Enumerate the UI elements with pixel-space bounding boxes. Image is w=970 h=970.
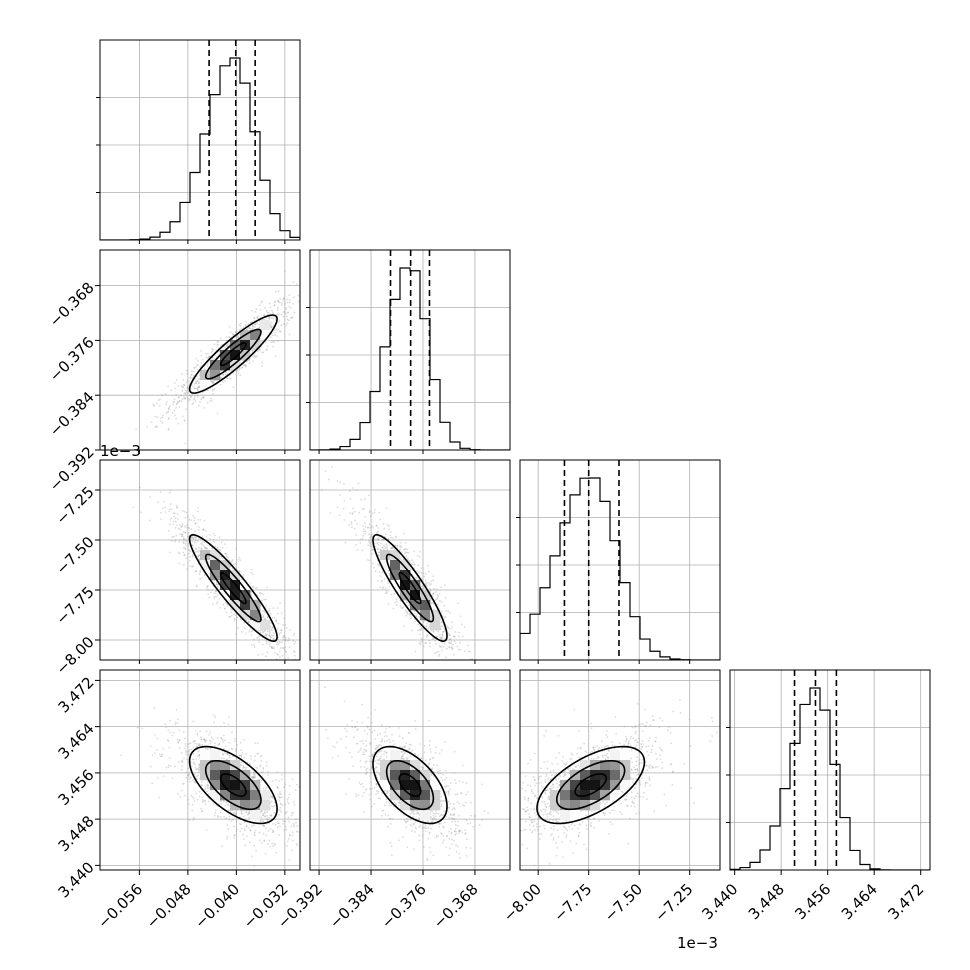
scatter-panel-0-1: −0.392−0.384−0.376−0.368 <box>46 249 301 495</box>
contour-0-3-0 <box>219 773 247 797</box>
panel-frame <box>729 669 931 871</box>
y-tick-label-3-4: 3.472 <box>55 673 98 716</box>
contour-1-2-2 <box>372 534 448 642</box>
y-tick-label-1-2: −0.376 <box>46 333 98 385</box>
x-tick-label-0-2: −0.040 <box>191 880 243 932</box>
y-tick-label-3-2: 3.456 <box>55 766 98 809</box>
panel-frame <box>519 669 721 871</box>
histogram-step-0 <box>100 57 300 240</box>
contour-0-2-0 <box>219 571 247 605</box>
panel-frame <box>309 249 511 451</box>
y-tick-label-2-1: −7.75 <box>52 583 97 628</box>
contour-0-3-1 <box>204 759 262 811</box>
x-tick-label-2-0: −8.00 <box>500 880 545 925</box>
contour-0-1-1 <box>204 328 262 380</box>
x-tick-label-3-2: 3.456 <box>791 880 834 923</box>
x-tick-label-2-3: −7.25 <box>651 880 696 925</box>
scatter-panel-0-2: −8.00−7.75−7.50−7.25 <box>52 459 301 678</box>
x-tick-label-3-4: 3.472 <box>884 880 927 923</box>
grid <box>310 250 510 450</box>
histogram-panel-2 <box>516 459 721 664</box>
histogram-panel-0 <box>96 39 301 244</box>
panel-frame <box>519 459 721 661</box>
scatter-panel-1-2 <box>309 459 511 664</box>
x-tick-label-3-0: 3.440 <box>698 880 741 923</box>
x-tick-label-2-2: −7.50 <box>601 880 646 925</box>
contour-2-3-0 <box>574 773 608 797</box>
contour-0-3-2 <box>188 745 278 825</box>
histogram-panel-3: 3.440 3.448 3.456 3.464 3.472 <box>698 669 931 923</box>
contour-0-1-0 <box>219 342 247 367</box>
x-tick-label-2-1: −7.75 <box>550 880 595 925</box>
y-tick-label-3-0: 3.440 <box>55 858 98 901</box>
histogram-panel-1 <box>306 249 511 454</box>
x-tick-label-3-3: 3.464 <box>838 880 881 923</box>
x-tick-label-0-1: −0.048 <box>143 880 195 932</box>
y-tick-label-1-0: −0.392 <box>46 443 98 495</box>
panel-frame <box>99 249 301 451</box>
y-tick-label-2-2: −7.50 <box>52 533 97 578</box>
contour-1-2-1 <box>385 553 435 623</box>
y-tick-label-2-0: −8.00 <box>52 633 97 678</box>
scatter-panel-1-3: −0.392 −0.384 −0.376 −0.368 <box>274 669 511 932</box>
contour-1-3-2 <box>372 745 448 825</box>
contour-0-1-2 <box>188 314 278 394</box>
panel-frame <box>99 39 301 241</box>
x-tick-label-1-1: −0.384 <box>326 880 378 932</box>
grid <box>730 670 930 870</box>
panel-frame <box>309 459 511 661</box>
x-tick-label-1-2: −0.376 <box>378 880 430 932</box>
y-tick-label-3-1: 3.448 <box>55 812 98 855</box>
histogram-step-3 <box>730 687 930 870</box>
contour-0-2-2 <box>188 534 278 642</box>
y-tick-label-3-3: 3.464 <box>55 720 98 763</box>
contour-2-3-1 <box>555 759 626 811</box>
contour-1-3-0 <box>398 773 422 797</box>
contour-1-3-1 <box>385 759 435 811</box>
panel-frame <box>309 669 511 871</box>
scatter-panel-2-3: −8.00 −7.75 −7.50 −7.25 <box>500 669 721 925</box>
y-tick-label-1-1: −0.384 <box>46 388 98 440</box>
x-offset-label-col2: 1e−3 <box>677 934 718 952</box>
y-offset-label-row2: 1e−3 <box>100 442 141 460</box>
y-tick-label-1-3: −0.368 <box>46 279 98 331</box>
contour-0-2-1 <box>204 553 262 623</box>
x-tick-label-1-3: −0.368 <box>430 880 482 932</box>
panel-frame <box>99 669 301 871</box>
x-tick-label-0-0: −0.056 <box>94 880 146 932</box>
x-tick-label-3-1: 3.448 <box>745 880 788 923</box>
contour-2-3-2 <box>536 745 646 825</box>
panel-frame <box>99 459 301 661</box>
contour-1-2-0 <box>398 571 422 605</box>
